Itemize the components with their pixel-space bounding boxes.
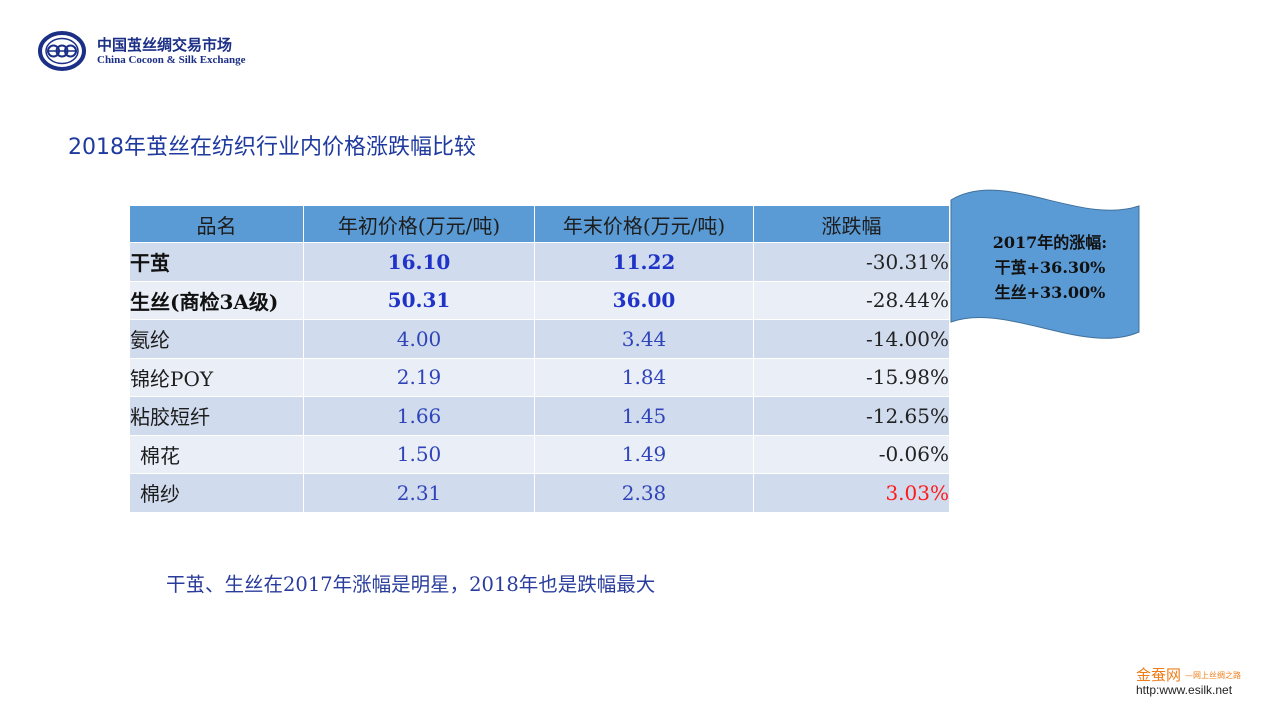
cocoon-silk-logo-icon: [38, 31, 86, 71]
price-change: -0.06%: [753, 434, 950, 474]
start-price: 2.31: [303, 473, 535, 513]
start-price: 50.31: [303, 280, 535, 320]
brand-url: http:www.esilk.net: [1136, 683, 1233, 697]
end-price: 3.44: [534, 319, 754, 359]
logo-name-cn: 中国茧丝绸交易市场: [97, 36, 233, 54]
price-change: -15.98%: [753, 357, 950, 397]
callout-2017-gains: 2017年的涨幅: 干茧+36.30% 生丝+33.00%: [949, 230, 1151, 305]
callout-line-silk: 生丝+33.00%: [994, 283, 1106, 302]
header-change: 涨跌幅: [753, 205, 950, 243]
exchange-logo: 中国茧丝绸交易市场 China Cocoon & Silk Exchange: [38, 29, 253, 73]
price-change: -28.44%: [753, 280, 950, 320]
product-name: 干茧: [129, 242, 304, 282]
start-price: 1.50: [303, 434, 535, 474]
product-name: 锦纶POY: [129, 357, 304, 397]
end-price: 1.84: [534, 357, 754, 397]
esilk-brand: 金蚕网 —网上丝绸之路 http:www.esilk.net: [1136, 664, 1266, 704]
product-name: 棉花: [129, 434, 304, 474]
table-row: 生丝(商检3A级) 50.31 36.00 -28.44%: [129, 280, 950, 320]
start-price: 4.00: [303, 319, 535, 359]
callout-line-cocoon: 干茧+36.30%: [994, 258, 1106, 277]
table-row: 氨纶 4.00 3.44 -14.00%: [129, 319, 950, 359]
start-price: 1.66: [303, 396, 535, 436]
end-price: 1.49: [534, 434, 754, 474]
price-change-table: 品名 年初价格(万元/吨) 年末价格(万元/吨) 涨跌幅 干茧 16.10 11…: [129, 205, 950, 513]
start-price: 16.10: [303, 242, 535, 282]
price-change-positive: 3.03%: [753, 473, 950, 513]
product-name: 氨纶: [129, 319, 304, 359]
wave-callout-shape: [950, 189, 1140, 339]
price-change: -12.65%: [753, 396, 950, 436]
end-price: 1.45: [534, 396, 754, 436]
logo-name-en: China Cocoon & Silk Exchange: [97, 54, 246, 66]
callout-heading: 2017年的涨幅:: [992, 233, 1108, 252]
start-price: 2.19: [303, 357, 535, 397]
product-name: 粘胶短纤: [129, 396, 304, 436]
table-row: 粘胶短纤 1.66 1.45 -12.65%: [129, 396, 950, 436]
header-end-price: 年末价格(万元/吨): [534, 205, 754, 243]
end-price: 11.22: [534, 242, 754, 282]
table-row: 棉纱 2.31 2.38 3.03%: [129, 473, 950, 513]
price-change: -30.31%: [753, 242, 950, 282]
product-name: 生丝(商检3A级): [129, 280, 304, 320]
table-row: 锦纶POY 2.19 1.84 -15.98%: [129, 357, 950, 397]
table-row: 干茧 16.10 11.22 -30.31%: [129, 242, 950, 282]
product-name: 棉纱: [129, 473, 304, 513]
page-title: 2018年茧丝在纺织行业内价格涨跌幅比较: [68, 135, 476, 160]
header-start-price: 年初价格(万元/吨): [303, 205, 535, 243]
end-price: 2.38: [534, 473, 754, 513]
brand-name: 金蚕网: [1136, 666, 1182, 684]
price-change: -14.00%: [753, 319, 950, 359]
summary-caption: 干茧、生丝在2017年涨幅是明星，2018年也是跌幅最大: [166, 573, 656, 596]
header-product: 品名: [129, 205, 304, 243]
end-price: 36.00: [534, 280, 754, 320]
table-header-row: 品名 年初价格(万元/吨) 年末价格(万元/吨) 涨跌幅: [129, 205, 950, 243]
brand-tagline: —网上丝绸之路: [1185, 671, 1241, 680]
table-row: 棉花 1.50 1.49 -0.06%: [129, 434, 950, 474]
